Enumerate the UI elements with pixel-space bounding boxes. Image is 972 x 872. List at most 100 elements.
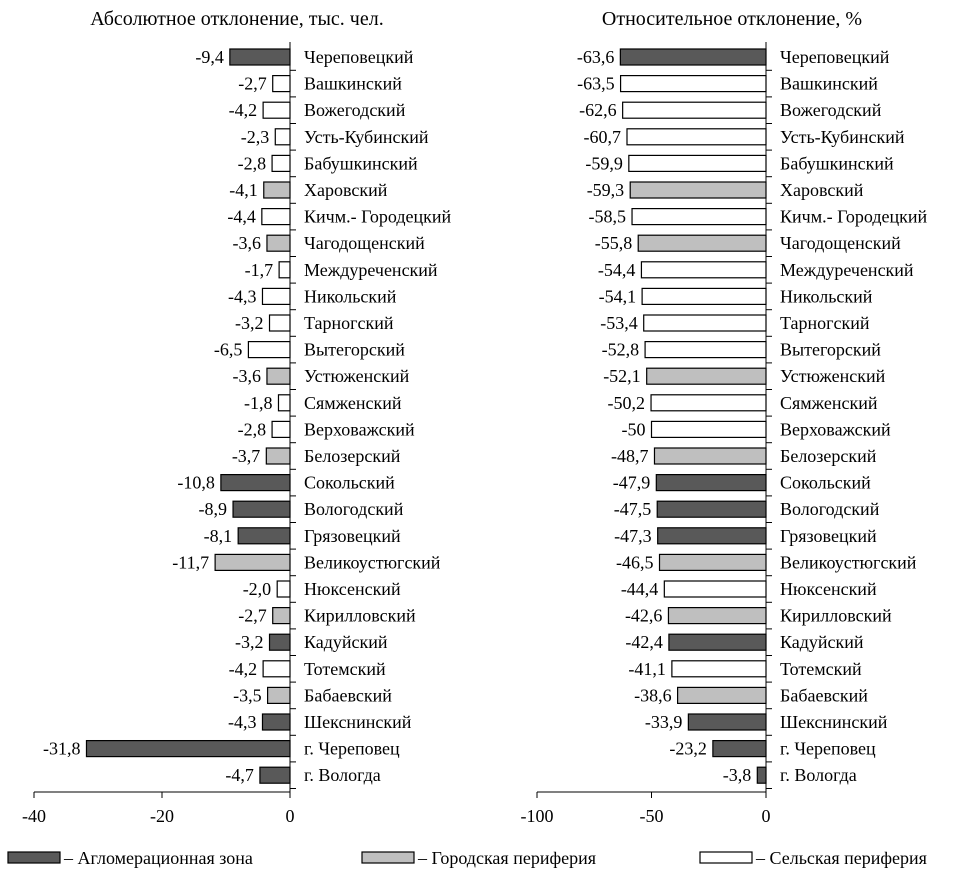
abs-data-label-27: -31,8: [43, 739, 81, 759]
legend-label-agglomeration: – Агломерационная зона: [63, 848, 253, 868]
chart-title-relative: Относительное отклонение, %: [602, 8, 862, 30]
abs-data-label-10: -4,3: [228, 286, 257, 306]
abs-data-label-20: -11,7: [172, 552, 209, 572]
rel-data-label-27: -23,2: [669, 739, 707, 759]
rel-bar-24: [671, 660, 767, 678]
abs-bar-20: [214, 553, 291, 572]
rel-data-label-18: -47,5: [614, 499, 652, 519]
legend-label-rural_periphery: – Сельская периферия: [755, 848, 927, 868]
abs-data-label-14: -1,8: [244, 393, 273, 413]
rel-bar-6: [629, 181, 767, 199]
abs-data-label-2: -2,7: [238, 74, 267, 94]
abs-category-label-12: Вытегорский: [304, 340, 405, 360]
abs-bar-17: [220, 474, 291, 492]
abs-tick-label-2: -20: [150, 806, 174, 826]
rel-bar-15: [650, 420, 767, 438]
abs-data-label-7: -4,4: [227, 207, 256, 227]
abs-bar-22: [272, 606, 291, 625]
rel-data-label-9: -54,4: [598, 260, 636, 280]
abs-bar-23: [268, 633, 291, 651]
rel-category-label-4: Усть-Кубинский: [780, 127, 905, 147]
abs-data-label-28: -4,7: [225, 765, 254, 785]
rel-category-label-21: Нюксенский: [780, 579, 877, 599]
rel-category-label-12: Вытегорский: [780, 340, 881, 360]
abs-bar-13: [266, 367, 291, 385]
rel-category-label-13: Устюженский: [780, 366, 886, 386]
abs-bar-27: [85, 739, 291, 758]
abs-category-label-10: Никольский: [304, 286, 397, 306]
rel-category-label-11: Тарногский: [780, 313, 870, 333]
legend-swatch-rural_periphery: [699, 851, 753, 864]
rel-bar-11: [643, 314, 767, 332]
abs-category-label-8: Чагодощенский: [304, 233, 425, 253]
abs-category-label-15: Верховажский: [304, 419, 415, 439]
abs-bar-14: [277, 394, 291, 412]
rel-category-label-26: Шекснинский: [780, 712, 888, 732]
rel-data-label-12: -52,8: [602, 340, 640, 360]
rel-bar-12: [644, 341, 767, 359]
rel-category-label-8: Чагодощенский: [780, 233, 901, 253]
abs-data-label-4: -2,3: [241, 127, 270, 147]
rel-bar-3: [622, 101, 767, 119]
abs-data-label-16: -3,7: [232, 446, 261, 466]
abs-bar-7: [261, 208, 291, 226]
legend-swatch-urban_periphery: [361, 851, 415, 864]
abs-data-label-23: -3,2: [235, 632, 264, 652]
abs-category-label-2: Вашкинский: [304, 74, 402, 94]
rel-bar-2: [619, 74, 767, 93]
abs-category-label-5: Бабушкинский: [304, 153, 418, 173]
abs-data-label-17: -10,8: [177, 473, 215, 493]
abs-category-label-20: Великоустюгский: [304, 552, 441, 572]
abs-bar-11: [268, 314, 291, 332]
rel-category-label-23: Кадуйский: [780, 632, 864, 652]
rel-category-label-27: г. Череповец: [780, 739, 876, 759]
rel-data-label-17: -47,9: [613, 473, 651, 493]
abs-category-label-26: Шекснинский: [304, 712, 412, 732]
rel-tick-label-3: 0: [762, 806, 771, 826]
rel-data-label-22: -42,6: [625, 606, 663, 626]
relative-deviation-panel: -63,6 Череповецкий -63,5 Вашкинский -62,6 Вож…: [521, 42, 928, 826]
abs-data-label-12: -6,5: [214, 340, 243, 360]
rel-bar-28: [756, 766, 767, 784]
abs-category-label-13: Устюженский: [304, 366, 410, 386]
abs-category-label-4: Усть-Кубинский: [304, 127, 429, 147]
abs-category-label-6: Харовский: [304, 180, 388, 200]
rel-bar-26: [687, 713, 767, 731]
abs-data-label-1: -9,4: [195, 47, 224, 67]
abs-bar-10: [261, 287, 291, 305]
abs-data-label-6: -4,1: [229, 180, 258, 200]
abs-category-label-1: Череповецкий: [304, 47, 414, 67]
rel-data-label-5: -59,9: [585, 153, 623, 173]
rel-tick-label-1: -100: [521, 806, 554, 826]
rel-data-label-28: -3,8: [723, 765, 752, 785]
rel-category-label-5: Бабушкинский: [780, 153, 894, 173]
abs-bar-18: [232, 500, 291, 518]
rel-category-label-1: Череповецкий: [780, 47, 890, 67]
rel-data-label-3: -62,6: [579, 100, 617, 120]
chart-title-absolute: Абсолютное отклонение, тыс. чел.: [90, 8, 383, 30]
rel-data-label-19: -47,3: [614, 526, 652, 546]
rel-category-label-7: Кичм.- Городецкий: [780, 207, 928, 227]
rel-category-label-14: Сямженский: [780, 393, 878, 413]
rel-bar-9: [640, 261, 767, 279]
abs-bar-25: [267, 686, 291, 705]
rel-data-label-23: -42,4: [625, 632, 663, 652]
abs-category-label-9: Междуреченский: [304, 260, 438, 280]
rel-bar-16: [653, 447, 767, 465]
rel-category-label-15: Верховажский: [780, 419, 891, 439]
abs-bar-8: [266, 234, 291, 252]
rel-data-label-4: -60,7: [583, 127, 621, 147]
rel-data-label-15: -50: [622, 419, 646, 439]
abs-category-label-7: Кичм.- Городецкий: [304, 207, 452, 227]
rel-category-label-25: Бабаевский: [780, 685, 868, 705]
abs-tick-label-3: 0: [286, 806, 295, 826]
rel-data-label-8: -55,8: [595, 233, 633, 253]
abs-data-label-8: -3,6: [232, 233, 261, 253]
abs-data-label-19: -8,1: [204, 526, 233, 546]
abs-data-label-25: -3,5: [233, 685, 262, 705]
rel-data-label-1: -63,6: [577, 47, 615, 67]
legend: – Агломерационная зона – Городская перифе…: [7, 848, 927, 868]
abs-bar-5: [271, 154, 291, 172]
abs-bar-6: [263, 181, 291, 199]
